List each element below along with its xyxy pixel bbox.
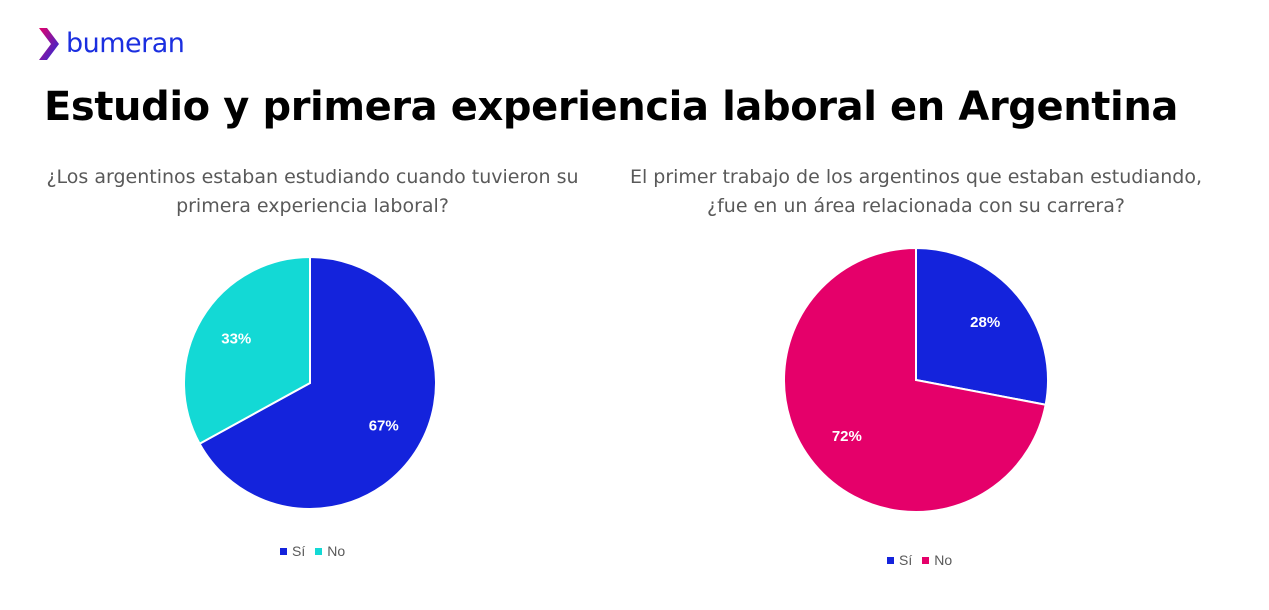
legend-1-label-1: No bbox=[327, 543, 346, 559]
pie-1-slice-0 bbox=[198, 255, 437, 510]
page-title: Estudio y primera experiencia laboral en… bbox=[44, 84, 1179, 130]
pie-2-slice-1 bbox=[783, 246, 1047, 513]
chevron-logo-icon bbox=[39, 28, 59, 60]
pie-2-data-label-1: 72% bbox=[832, 428, 862, 445]
brand-logo: bumeran bbox=[37, 24, 185, 64]
pie-chart-2: 28% 72% bbox=[783, 246, 1049, 513]
legend-2-label-0: Sí bbox=[899, 552, 913, 568]
pie-chart-1: 67% 33% bbox=[183, 255, 437, 510]
chart-1-legend: Sí No bbox=[280, 543, 345, 559]
pie-2-data-label-0: 28% bbox=[970, 314, 1000, 331]
pie-1-data-label-0: 67% bbox=[369, 418, 399, 435]
legend-2-item-0: Sí bbox=[887, 552, 912, 568]
chart-2-legend: Sí No bbox=[887, 552, 952, 568]
legend-2-swatch-0 bbox=[887, 556, 894, 564]
pie-1-slice-1 bbox=[183, 255, 311, 446]
legend-2-swatch-1 bbox=[922, 556, 930, 564]
chart-1-title: ¿Los argentinos estaban estudiando cuand… bbox=[46, 166, 579, 217]
brand-name: bumeran bbox=[66, 28, 185, 59]
legend-1-swatch-1 bbox=[315, 547, 323, 555]
legend-2-label-1: No bbox=[934, 552, 953, 568]
chart-2-title: El primer trabajo de los argentinos que … bbox=[629, 166, 1203, 217]
legend-1-item-1: No bbox=[315, 543, 345, 559]
legend-1-swatch-0 bbox=[280, 547, 287, 555]
pie-1-data-label-1: 33% bbox=[221, 330, 251, 347]
legend-2-item-1: No bbox=[922, 552, 952, 568]
pie-2-slice-0 bbox=[915, 246, 1049, 406]
legend-1-item-0: Sí bbox=[280, 543, 305, 559]
legend-1-label-0: Sí bbox=[292, 543, 306, 559]
